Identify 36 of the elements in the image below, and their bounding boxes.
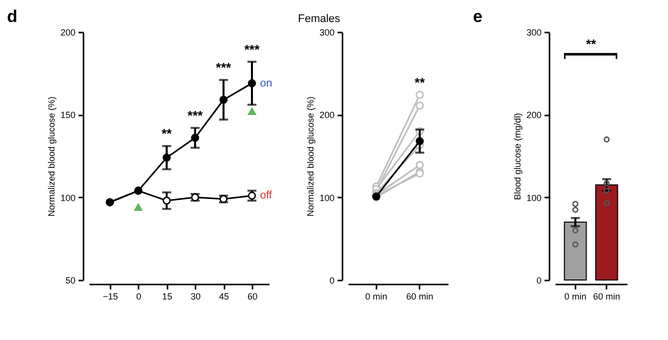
chart-title: Females [298,13,341,25]
y-axis-title: Blood glucose (mg/dl) [512,112,522,200]
x-tick-label: 45 [219,292,230,302]
y-axis-title: Normalized blood glucose (%) [46,96,56,217]
y-tick-label: 300 [319,28,334,38]
y-tick-label: 200 [526,110,542,120]
annotation: ** [414,74,426,90]
y-tick-label: 150 [60,110,76,120]
chart-title: e [472,7,482,26]
x-tick-label: 0 min [365,292,388,302]
y-axis-title: Normalized blood glucose (%) [305,96,316,217]
y-tick-label: 50 [65,276,76,286]
y-tick-label: 0 [536,276,542,286]
annotation: *** [244,42,260,57]
x-tick-label: 60 min [593,292,620,302]
y-tick-label: 200 [60,28,76,38]
annotation: ** [586,36,597,52]
y-tick-label: 100 [60,192,76,203]
y-tick-label: 200 [319,110,334,120]
series-label: on [260,77,272,90]
x-tick-label: 30 [190,292,201,302]
annotation: ** [162,126,173,142]
x-tick-label: 0 [136,292,142,302]
y-tick-label: 100 [526,192,542,203]
annotation: *** [188,108,204,123]
annotation: *** [216,60,232,75]
y-tick-label: 100 [319,192,334,203]
x-tick-label: 0 min [564,292,586,302]
x-tick-label: 15 [162,292,172,302]
series-label: off [260,190,273,202]
chart-title: d [6,7,18,26]
y-tick-label: 0 [329,276,334,286]
x-tick-label: 60 min [406,292,434,302]
y-tick-label: 300 [526,28,542,38]
x-tick-label: −15 [102,292,118,302]
x-tick-label: 60 [247,292,258,302]
